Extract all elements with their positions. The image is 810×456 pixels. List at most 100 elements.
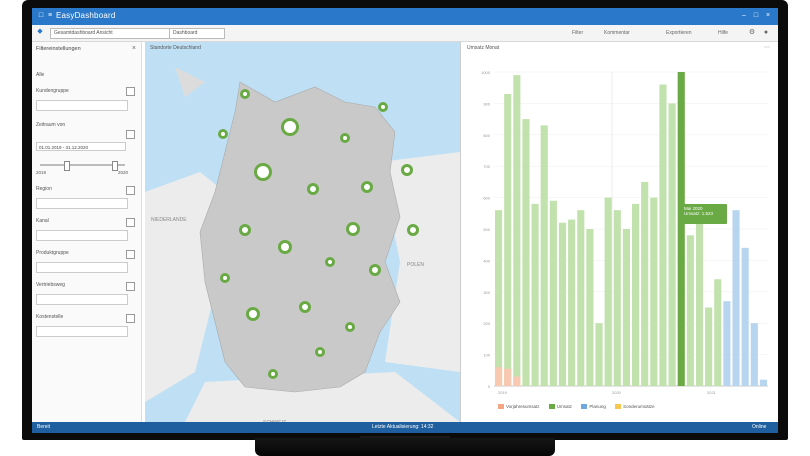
view-select[interactable]: Gesamtdashboard Ansicht <box>50 28 170 39</box>
chart-bar[interactable] <box>558 222 567 386</box>
map-marker[interactable] <box>299 301 311 313</box>
filter-toggle-2[interactable] <box>126 130 135 139</box>
filter-input-6[interactable] <box>36 294 128 305</box>
chart-bar[interactable] <box>504 93 512 387</box>
filter-input-5[interactable] <box>36 262 128 273</box>
y-tick-label: 800 <box>483 133 490 138</box>
date-range-field[interactable]: 01.01.2019 - 31.12.2020 <box>36 142 126 151</box>
range-slider-min-handle[interactable] <box>64 161 70 171</box>
chart-bar[interactable] <box>513 75 521 386</box>
map-marker[interactable] <box>378 102 388 112</box>
map-marker[interactable] <box>218 129 228 139</box>
map-marker[interactable] <box>369 264 381 276</box>
chart-bar[interactable] <box>495 210 503 386</box>
filter-toggle-6[interactable] <box>126 282 135 291</box>
chart-bar[interactable] <box>586 229 594 386</box>
map-marker[interactable] <box>246 307 260 321</box>
filter-toggle-3[interactable] <box>126 186 135 195</box>
map-marker[interactable] <box>315 347 325 357</box>
map-marker[interactable] <box>278 240 292 254</box>
app-title: EasyDashboard <box>56 11 116 20</box>
chart-bar[interactable] <box>677 72 685 386</box>
menu-icon[interactable]: ≡ <box>47 12 53 19</box>
minimize-icon[interactable]: – <box>742 12 746 19</box>
chart-bar[interactable] <box>604 197 612 386</box>
chart-bar[interactable] <box>659 84 667 386</box>
filter-input-3[interactable] <box>36 198 128 209</box>
chart-bar[interactable] <box>759 379 767 386</box>
chart-bar[interactable] <box>650 197 658 386</box>
chart-legend: Vorjahresumsatz Umsatz Planung Sonderums… <box>490 404 655 412</box>
shield-icon[interactable]: ◆ <box>37 28 43 35</box>
chart-bar[interactable] <box>568 219 576 386</box>
filter-toggle-1[interactable] <box>126 87 135 96</box>
chart-bar[interactable] <box>595 323 603 386</box>
y-tick-label: 300 <box>483 290 490 295</box>
range-slider-max-handle[interactable] <box>112 161 118 171</box>
map-marker[interactable] <box>239 224 251 236</box>
toolbar: ◆ Gesamtdashboard Ansicht Dashboard Filt… <box>32 25 778 42</box>
chart-bar[interactable] <box>732 210 740 386</box>
map-marker[interactable] <box>268 369 278 379</box>
map-marker[interactable] <box>401 164 413 176</box>
chart-bar[interactable] <box>695 213 704 386</box>
chart-bar[interactable] <box>522 119 530 386</box>
map-marker[interactable] <box>407 224 419 236</box>
chart-bar[interactable] <box>723 301 731 386</box>
comment-button[interactable]: Kommentar <box>604 30 630 36</box>
map-marker[interactable] <box>281 118 299 136</box>
chart-bar[interactable] <box>714 279 722 386</box>
map-marker[interactable] <box>340 133 350 143</box>
legend-swatch-1 <box>498 404 504 410</box>
filter-input-1[interactable] <box>36 100 128 111</box>
filter-toggle-7[interactable] <box>126 314 135 323</box>
filter-toggle-4[interactable] <box>126 218 135 227</box>
filter-input-4[interactable] <box>36 230 128 241</box>
filter-button[interactable]: Filter <box>572 30 584 36</box>
legend-item-2[interactable]: Umsatz <box>556 404 573 409</box>
chart-options-icon[interactable]: ⋯ <box>764 45 770 51</box>
chart-bar[interactable] <box>632 203 640 386</box>
range-slider[interactable] <box>40 161 125 171</box>
map-marker[interactable] <box>254 163 272 181</box>
export-button[interactable]: Exportieren <box>666 30 692 36</box>
map-panel[interactable]: Standorte Deutschland NIEDERLANDE POLEN … <box>145 42 461 426</box>
chart-bar[interactable] <box>577 210 585 386</box>
filter-toggle-5[interactable] <box>126 250 135 259</box>
close-panel-icon[interactable]: × <box>131 45 136 52</box>
map-marker[interactable] <box>307 183 319 195</box>
y-tick-label: 1000 <box>481 70 491 75</box>
settings-icon[interactable]: ⚙ <box>748 29 756 36</box>
status-right: Online <box>752 424 767 430</box>
chart-bar[interactable] <box>622 229 630 386</box>
dashboard-select[interactable]: Dashboard <box>169 28 225 39</box>
map-marker[interactable] <box>325 257 335 267</box>
legend-item-4[interactable]: Sonderumsätze <box>623 404 655 409</box>
legend-item-3[interactable]: Planung <box>589 404 606 409</box>
chart-bar[interactable] <box>750 323 758 386</box>
map-marker[interactable] <box>361 181 373 193</box>
chart-bar[interactable] <box>705 307 713 387</box>
chart-bar[interactable] <box>668 103 676 387</box>
legend-item-1[interactable]: Vorjahresumsatz <box>506 404 540 409</box>
status-left: Bereit <box>37 424 51 430</box>
monitor-stand <box>255 438 555 456</box>
chart-bar[interactable] <box>613 210 621 386</box>
filter-input-7[interactable] <box>36 326 128 337</box>
close-icon[interactable]: × <box>765 12 771 19</box>
chart-bar[interactable] <box>686 235 694 386</box>
chart-bar[interactable] <box>641 181 649 386</box>
map-marker[interactable] <box>346 222 360 236</box>
chart-bar[interactable] <box>531 203 539 386</box>
chart-bar[interactable] <box>549 200 557 386</box>
maximize-icon[interactable]: □ <box>753 12 759 19</box>
map-marker[interactable] <box>220 273 230 283</box>
help-button[interactable]: Hilfe <box>718 30 729 36</box>
status-bar: Bereit Letzte Aktualisierung: 14:32 Onli… <box>32 422 778 433</box>
map-marker[interactable] <box>345 322 355 332</box>
y-tick-label: 200 <box>483 321 490 326</box>
user-icon[interactable]: ● <box>763 29 769 36</box>
chart-bar[interactable] <box>540 125 548 386</box>
map-marker[interactable] <box>240 89 250 99</box>
chart-bar[interactable] <box>741 247 749 386</box>
